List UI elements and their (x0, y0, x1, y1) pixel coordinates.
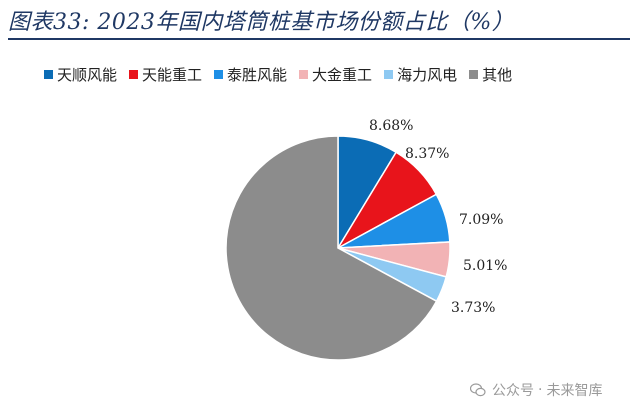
legend-label: 天顺风能 (57, 66, 118, 84)
legend-item: 海力风电 (384, 64, 457, 85)
chart-legend: 天顺风能 天能重工 泰胜风能 大金重工 海力风电 其他 (44, 64, 524, 85)
legend-item: 大金重工 (299, 64, 372, 85)
watermark: 公众号 · 未来智库 (470, 380, 602, 400)
slice-data-label: 8.68% (369, 118, 413, 134)
watermark-text-b: 未来智库 (546, 383, 603, 399)
watermark-text-a: 公众号 (492, 383, 534, 399)
legend-swatch (44, 70, 53, 79)
legend-label: 天能重工 (142, 66, 203, 84)
legend-label: 海力风电 (397, 66, 458, 84)
title-divider (8, 38, 630, 40)
legend-item: 天顺风能 (44, 64, 117, 85)
slice-data-label: 7.09% (459, 212, 503, 228)
legend-label: 其他 (482, 66, 513, 84)
slice-data-label: 3.73% (451, 300, 495, 316)
legend-item: 其他 (469, 64, 512, 85)
legend-item: 泰胜风能 (214, 64, 287, 85)
legend-swatch (299, 70, 309, 79)
legend-swatch (384, 70, 394, 79)
legend-swatch (469, 70, 479, 79)
pie-slice (225, 135, 438, 361)
legend-swatch (129, 70, 139, 79)
legend-item: 天能重工 (129, 64, 202, 85)
slice-data-label: 5.01% (463, 258, 507, 274)
legend-label: 泰胜风能 (227, 66, 288, 84)
slice-data-label: 8.37% (405, 146, 449, 162)
legend-swatch (214, 70, 224, 79)
chart-title: 图表33: 2023年国内塔筒桩基市场份额占比（%） (8, 10, 515, 35)
wechat-icon (470, 383, 486, 397)
legend-label: 大金重工 (312, 66, 373, 84)
watermark-separator: · (538, 382, 543, 398)
